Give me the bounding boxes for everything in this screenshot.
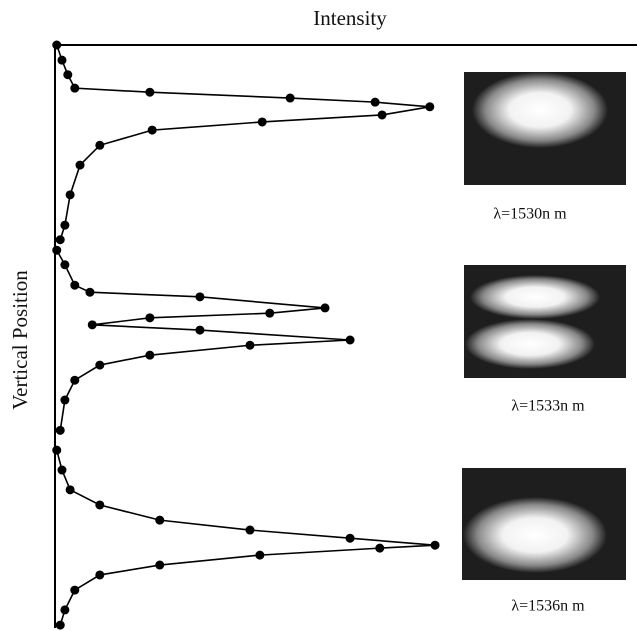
- data-point: [65, 485, 75, 495]
- data-point: [375, 543, 385, 553]
- wavelength-label: λ=1530n m: [493, 206, 567, 223]
- y-axis-label: Vertical Position: [8, 270, 32, 410]
- wavelength-label: λ=1533n m: [511, 398, 585, 415]
- data-point: [55, 235, 65, 245]
- data-point: [320, 303, 330, 313]
- profile-line: [55, 449, 436, 626]
- data-point: [75, 160, 85, 170]
- data-point: [345, 335, 355, 345]
- data-point: [95, 500, 105, 510]
- data-point: [63, 70, 73, 80]
- data-point: [257, 117, 267, 127]
- data-point: [155, 515, 165, 525]
- data-point: [377, 110, 387, 120]
- data-point: [70, 280, 80, 290]
- data-point: [245, 340, 255, 350]
- data-point: [285, 93, 295, 103]
- data-point: [60, 605, 70, 615]
- data-point: [55, 425, 65, 435]
- data-point: [65, 190, 75, 200]
- data-point: [265, 308, 275, 318]
- mode-image: [464, 72, 626, 185]
- data-point: [255, 550, 265, 560]
- data-point: [145, 313, 155, 323]
- data-point: [57, 55, 67, 65]
- data-point: [52, 40, 62, 50]
- data-point: [60, 260, 70, 270]
- wavelength-label: λ=1536n m: [511, 598, 585, 615]
- mode-image: [462, 468, 626, 580]
- data-point: [195, 325, 205, 335]
- data-point: [430, 540, 440, 550]
- data-point: [70, 83, 80, 93]
- data-point: [60, 395, 70, 405]
- data-point: [95, 140, 105, 150]
- data-point: [70, 585, 80, 595]
- data-point: [147, 125, 157, 135]
- data-point: [345, 533, 355, 543]
- data-point: [70, 375, 80, 385]
- data-point: [95, 570, 105, 580]
- mode-image: [464, 265, 626, 378]
- data-point: [145, 87, 155, 97]
- data-point: [52, 245, 62, 255]
- data-point: [195, 292, 205, 302]
- data-point: [370, 97, 380, 107]
- data-point: [87, 320, 97, 330]
- data-point: [60, 220, 70, 230]
- data-point: [95, 360, 105, 370]
- data-point: [245, 525, 255, 535]
- data-point: [145, 350, 155, 360]
- data-point: [155, 560, 165, 570]
- profile-line: [56, 249, 351, 431]
- data-point: [52, 445, 62, 455]
- data-point: [85, 287, 95, 297]
- data-point: [55, 620, 65, 630]
- profile-line: [55, 44, 430, 240]
- x-axis-label: Intensity: [313, 6, 387, 30]
- data-point: [57, 465, 67, 475]
- data-point: [425, 102, 435, 112]
